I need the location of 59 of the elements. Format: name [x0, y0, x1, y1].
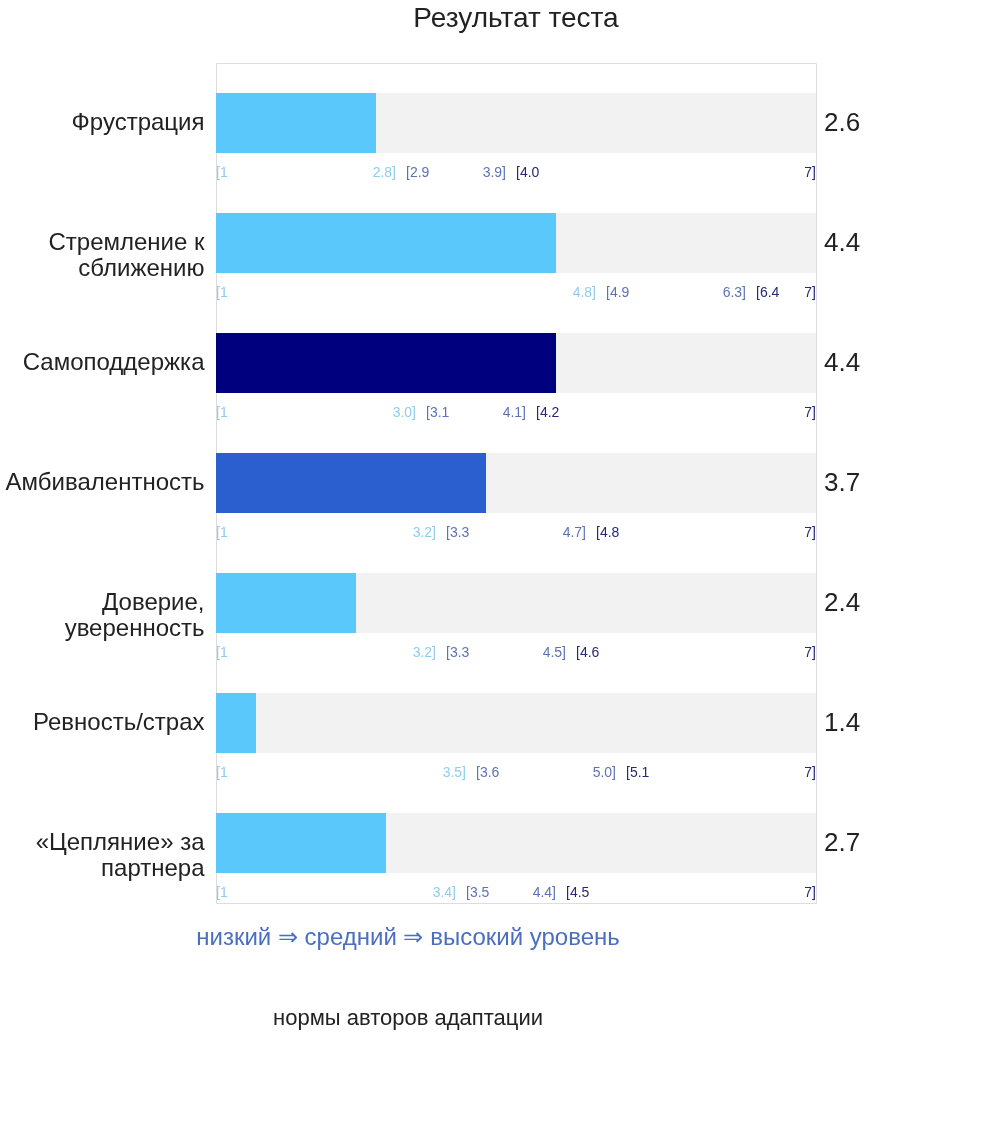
y-tick-label: Ревность/страх — [32, 708, 205, 735]
annotation: [3.3 — [446, 524, 470, 540]
annotation: 5.0] — [592, 764, 616, 780]
annotation: [3.3 — [446, 644, 470, 660]
annotation: 7] — [804, 284, 816, 300]
annotation: 3.2] — [412, 524, 436, 540]
annotation: 6.3] — [722, 284, 746, 300]
annotation: 7] — [804, 764, 816, 780]
annotation: [1 — [216, 524, 228, 540]
annotation: 7] — [804, 164, 816, 180]
y-tick-label: Самоподдержка — [22, 348, 206, 375]
y-tick-label: «Цепляние» за партнера — [35, 828, 206, 881]
annotation: 3.9] — [482, 164, 506, 180]
annotation: [4.5 — [566, 884, 590, 900]
annotation: [3.5 — [466, 884, 490, 900]
annotation: [3.6 — [476, 764, 500, 780]
y-tick-label: Доверие, уверенность — [64, 588, 205, 641]
annotation: 4.5] — [542, 644, 566, 660]
data-label: 2.4 — [824, 587, 861, 617]
annotation: 7] — [804, 644, 816, 660]
annotation: 4.1] — [502, 404, 526, 420]
annotation: 3.5] — [442, 764, 466, 780]
annotation: [1 — [216, 764, 228, 780]
annotation: [6.4 — [756, 284, 780, 300]
annotation: [1 — [216, 404, 228, 420]
annotation: [1 — [216, 644, 228, 660]
data-label: 1.4 — [824, 707, 861, 737]
annotation: 7] — [804, 524, 816, 540]
y-tick-label: Амбивалентность — [5, 468, 205, 495]
annotation: [1 — [216, 164, 228, 180]
annotation: [5.1 — [626, 764, 650, 780]
annotation: 4.7] — [562, 524, 586, 540]
data-label: 2.6 — [824, 107, 861, 137]
data-label: 4.4 — [824, 347, 861, 377]
annotation: 3.4] — [432, 884, 456, 900]
annotation: [4.6 — [576, 644, 600, 660]
y-tick-label: Фрустрация — [71, 108, 205, 135]
text: нормы авторов адаптации — [273, 1005, 543, 1030]
annotation: 4.8] — [572, 284, 596, 300]
annotation: 7] — [804, 884, 816, 900]
annotation: [1 — [216, 884, 228, 900]
annotation: 3.0] — [392, 404, 416, 420]
text: низкий ⇒ средний ⇒ высокий уровень — [196, 923, 620, 950]
chart-title: Результат теста — [413, 2, 620, 33]
annotation: [1 — [216, 284, 228, 300]
annotation: [4.0 — [516, 164, 540, 180]
annotation: [4.8 — [596, 524, 620, 540]
y-tick-label: Стремление к сближению — [48, 228, 205, 281]
annotation: [4.9 — [606, 284, 630, 300]
annotation: [4.2 — [536, 404, 560, 420]
annotation: [3.1 — [426, 404, 450, 420]
annotation: [2.9 — [406, 164, 430, 180]
annotation: 2.8] — [372, 164, 396, 180]
annotation: 7] — [804, 404, 816, 420]
annotation: 4.4] — [532, 884, 556, 900]
data-label: 3.7 — [824, 467, 861, 497]
data-label: 2.7 — [824, 827, 861, 857]
annotation: 3.2] — [412, 644, 436, 660]
data-label: 4.4 — [824, 227, 861, 257]
